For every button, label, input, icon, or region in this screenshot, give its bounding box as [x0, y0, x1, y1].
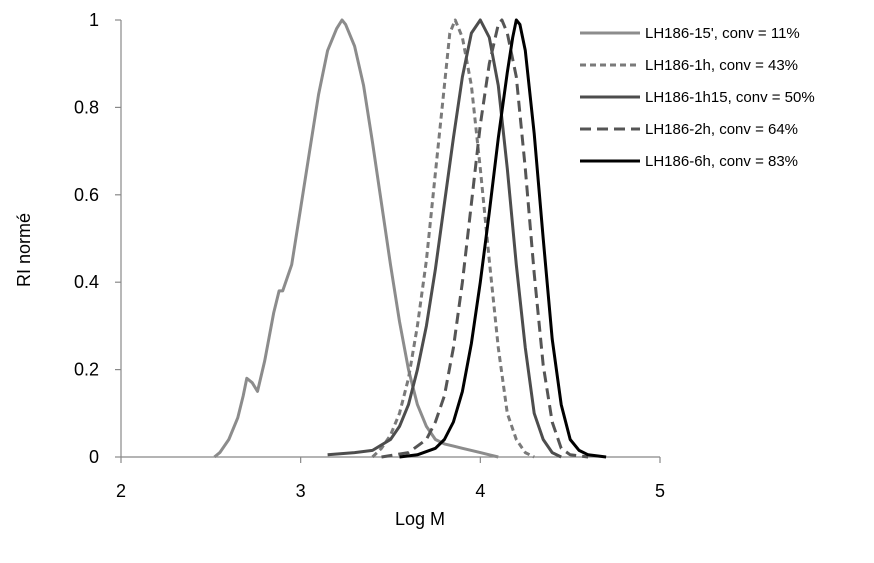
x-tick-label: 4 [475, 481, 485, 501]
x-tick-label: 5 [655, 481, 665, 501]
y-tick-label: 0.6 [74, 185, 99, 205]
y-tick-label: 0 [89, 447, 99, 467]
x-tick-label: 2 [116, 481, 126, 501]
legend-label-3: LH186-1h15, conv = 50% [645, 89, 815, 106]
x-ticks: 2 3 4 5 [116, 457, 665, 501]
y-tick-label: 0.4 [74, 272, 99, 292]
y-tick-label: 1 [89, 10, 99, 30]
series-line-4 [381, 18, 589, 459]
series-line-1 [213, 18, 499, 459]
legend-label-5: LH186-6h, conv = 83% [645, 153, 798, 170]
legend-label-2: LH186-1h, conv = 43% [645, 57, 798, 74]
series-line-5 [399, 18, 607, 459]
axes [120, 20, 660, 458]
x-axis-label: Log M [395, 509, 445, 529]
series-lines [213, 18, 607, 459]
legend-label-1: LH186-15', conv = 11% [645, 25, 800, 42]
legend: LH186-15', conv = 11% LH186-1h, conv = 43… [580, 25, 815, 170]
legend-label-4: LH186-2h, conv = 64% [645, 121, 798, 138]
series-line-3 [327, 18, 562, 459]
x-tick-label: 3 [296, 481, 306, 501]
y-ticks: 0 0.2 0.4 0.6 0.8 1 [74, 10, 121, 467]
series-line-2 [371, 18, 535, 459]
y-tick-label: 0.2 [74, 360, 99, 380]
y-tick-label: 0.8 [74, 97, 99, 117]
y-axis-label: RI normé [14, 213, 34, 287]
